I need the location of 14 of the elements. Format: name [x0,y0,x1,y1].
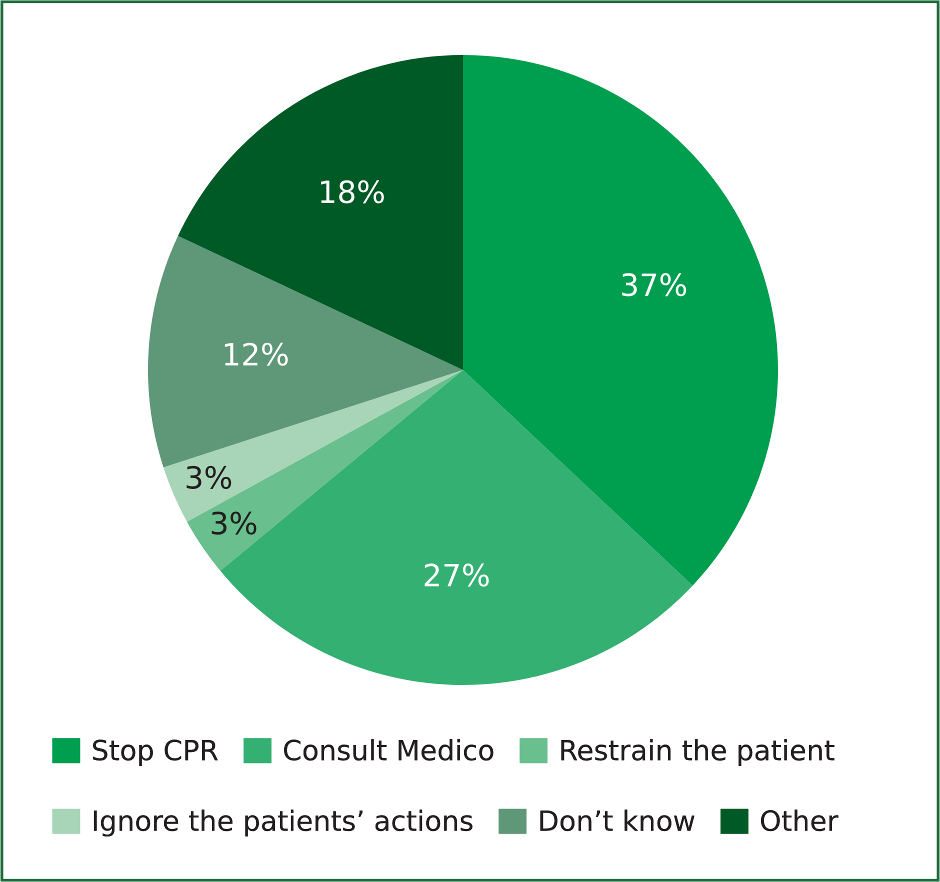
data-label: 27% [424,564,489,587]
data-label: 3% [186,466,232,489]
legend-label: Consult Medico [284,739,494,761]
data-label: 37% [622,273,686,296]
pie-slice [178,55,463,370]
legend-label: Don’t know [540,810,694,832]
legend-label: Stop CPR [93,740,218,766]
legend-label: Other [761,810,838,832]
data-label: 3% [212,512,256,535]
pie-slice [148,236,463,468]
legend-label: Ignore the patients’ actions [94,810,472,837]
legend-label: Restrain the patient [561,739,834,766]
data-label: 18% [321,180,384,204]
data-label: 12% [224,342,288,366]
